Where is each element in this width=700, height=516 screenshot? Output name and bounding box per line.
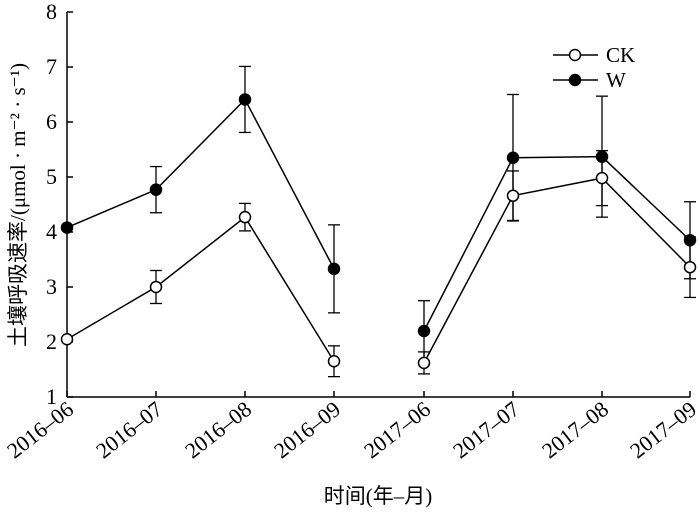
x-tick-label: 2017–06 [359,396,435,463]
legend-marker-ck [568,48,582,62]
series-line-ck [423,177,691,364]
data-point-w [60,221,74,234]
y-tick-label: 1 [46,384,57,409]
x-ticks: 2016–06 2016–07 2016–08 2016–09 2017–06 2017–… [2,391,700,463]
y-tick-label: 4 [46,219,57,244]
data-point-ck [595,171,609,185]
data-point-w [149,183,163,196]
data-point-w [238,93,252,106]
data-point-ck [506,189,520,202]
x-tick-label: 2016–07 [91,396,167,463]
y-tick-label: 6 [46,109,57,134]
series-line-w [66,98,335,270]
series-line-ck [66,216,335,362]
x-tick-label: 2016–09 [269,396,345,463]
data-point-ck [238,210,252,224]
series-markers [60,93,697,370]
legend-label-w: W [606,68,626,92]
y-axis-label: 土壤呼吸速率/(μmol · m⁻² · s⁻¹) [6,63,30,347]
x-tick-label: 2017–07 [448,396,524,463]
data-point-w [595,150,609,163]
x-tick-label: 2017–08 [537,396,613,463]
x-axis-label: 时间(年–月) [324,484,433,508]
series-lines [66,98,691,364]
data-point-w [327,262,341,276]
x-tick-label: 2016–06 [2,396,78,463]
y-tick-label: 3 [46,274,57,299]
x-tick-label: 2016–08 [180,396,256,463]
y-tick-label: 7 [46,54,57,79]
y-tick-label: 5 [46,164,57,189]
y-ticks: 1 2 3 4 5 6 7 8 [46,0,73,409]
data-point-w [683,234,697,247]
legend-label-ck: CK [606,43,635,67]
data-point-ck [417,356,431,370]
data-point-ck [60,333,74,346]
data-point-ck [683,260,697,274]
legend: CK W [553,43,635,92]
x-tick-label: 2017–09 [625,396,700,463]
legend-marker-w [568,73,582,87]
data-point-w [417,324,431,338]
series-line-w [423,155,691,332]
data-point-ck [327,355,341,368]
y-tick-label: 8 [46,0,57,24]
data-point-w [506,151,520,164]
y-tick-label: 2 [46,329,57,354]
data-point-ck [149,280,163,294]
